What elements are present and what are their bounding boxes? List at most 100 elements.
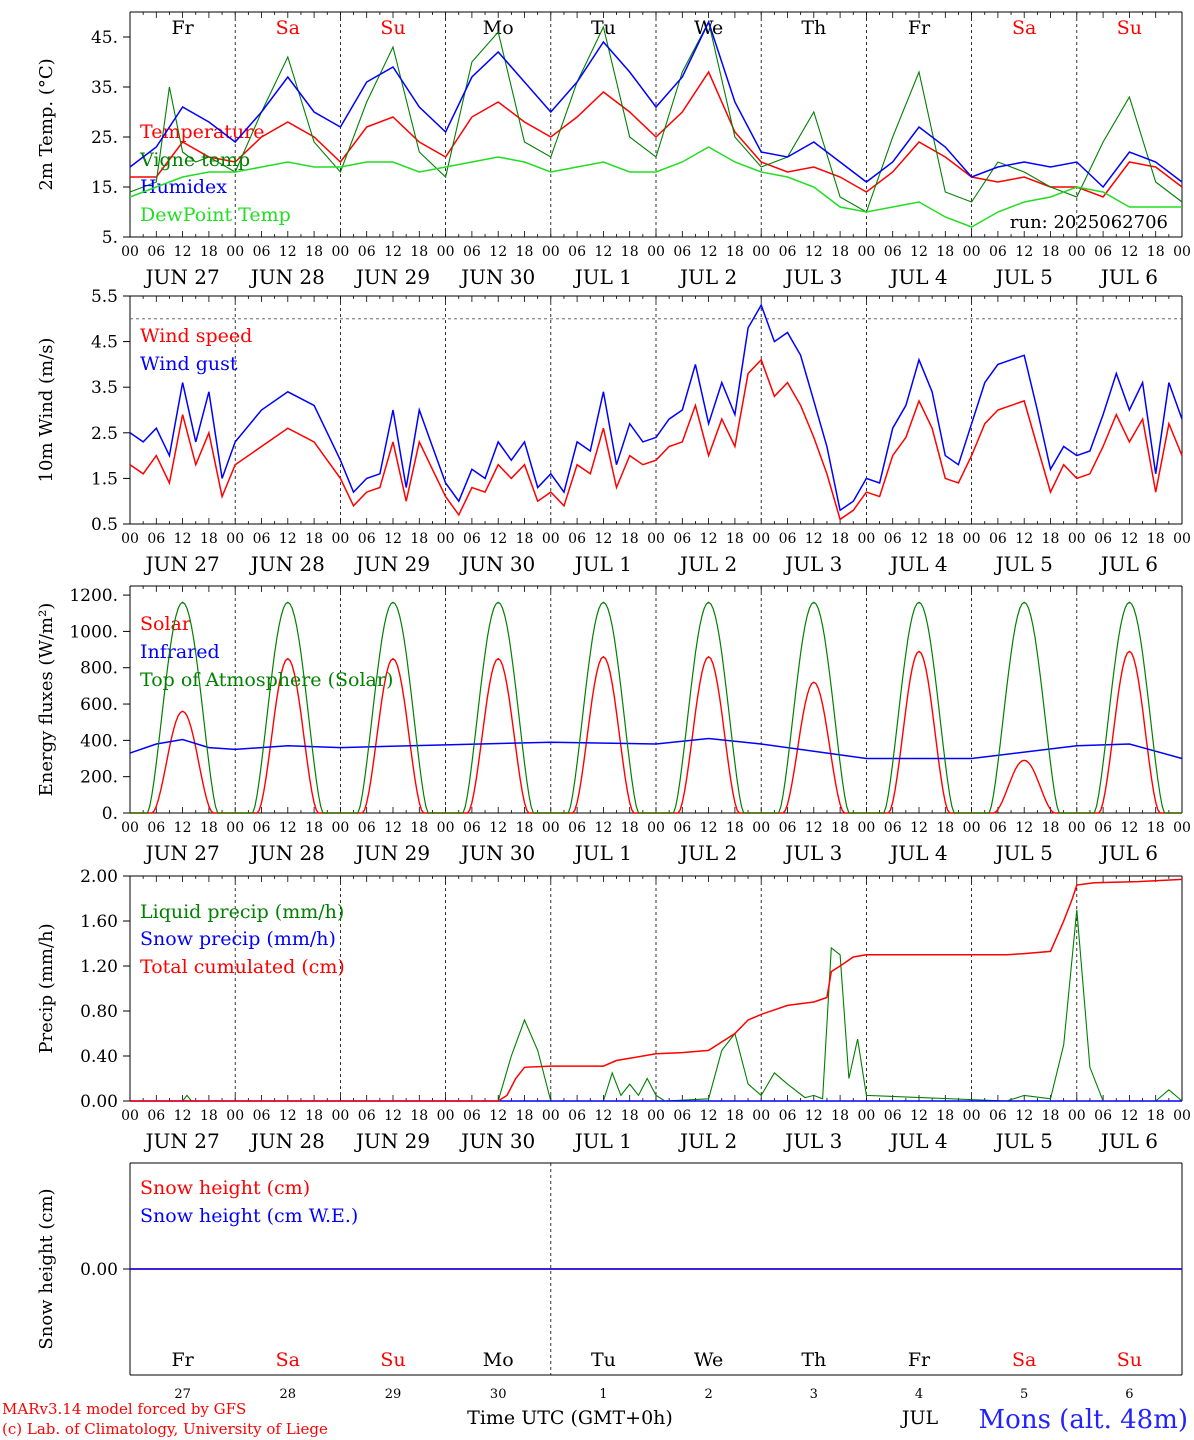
weekday-label: Su [1117,17,1142,39]
x-hour-label: 18 [200,1108,218,1124]
x-hour-label: 12 [805,244,823,260]
y-axis-label: Energy fluxes (W/m²) [36,603,57,797]
x-hour-label: 12 [279,1108,297,1124]
x-hour-label: 12 [384,531,402,547]
x-hour-label: 06 [463,531,481,547]
x-hour-label: 00 [1173,531,1191,547]
x-hour-label: 06 [358,244,376,260]
y-tick-label: 200. [80,768,118,788]
x-hour-label: 00 [542,1108,560,1124]
y-tick-label: 4.5 [91,333,118,353]
x-hour-label: 00 [647,244,665,260]
x-date-label: JUL 6 [1099,552,1158,576]
x-hour-label: 00 [331,244,349,260]
x-date-label: JUN 28 [249,552,325,576]
series-line [129,737,1183,760]
x-hour-label: 06 [1094,531,1112,547]
x-hour-label: 06 [147,244,165,260]
x-date-label: JUN 30 [459,1129,535,1153]
x-hour-label: 12 [1015,244,1033,260]
x-hour-label: 18 [200,531,218,547]
x-date-label: JUN 27 [144,841,220,865]
x-hour-label: 00 [121,1108,139,1124]
x-hour-label: 06 [1094,820,1112,836]
x-hour-label: 18 [936,531,954,547]
x-hour-label: 06 [989,244,1007,260]
x-hour-label: 12 [384,1108,402,1124]
x-date-label: JUL 2 [678,1129,737,1153]
y-tick-label: 25. [91,128,118,148]
x-hour-label: 00 [226,531,244,547]
x-hour-label: 00 [121,820,139,836]
x-hour-label: 06 [568,244,586,260]
x-date-label: JUN 29 [354,1129,430,1153]
x-date-label: JUL 1 [573,1129,632,1153]
x-hour-label: 00 [437,820,455,836]
x-date-label: JUL 3 [783,552,842,576]
day-number: 5 [1020,1387,1028,1402]
x-hour-label: 06 [358,820,376,836]
run-label: run: 2025062706 [1010,212,1168,233]
x-hour-label: 18 [516,531,534,547]
x-date-label: JUL 2 [678,841,737,865]
y-tick-label: 0.40 [80,1047,118,1067]
station-name: Mons (alt. 48m) [979,1405,1188,1435]
y-axis-label: 2m Temp. (°C) [36,58,57,190]
x-hour-label: 00 [752,531,770,547]
x-hour-label: 06 [673,1108,691,1124]
x-hour-label: 12 [700,531,718,547]
x-hour-label: 12 [174,820,192,836]
series-line [130,909,1183,1102]
x-hour-label: 00 [331,820,349,836]
y-tick-label: 0.5 [91,515,118,535]
series-infrared [129,737,1183,760]
x-hour-label: 00 [1068,820,1086,836]
x-hour-label: 12 [384,244,402,260]
x-hour-label: 12 [594,244,612,260]
x-hour-label: 12 [174,1108,192,1124]
x-hour-label: 00 [857,531,875,547]
x-hour-label: 06 [989,531,1007,547]
x-hour-label: 18 [410,244,428,260]
legend-entry: Snow height (cm W.E.) [140,1205,358,1227]
x-hour-label: 00 [647,531,665,547]
y-axis-label: 10m Wind (m/s) [36,338,57,483]
x-hour-label: 18 [305,820,323,836]
y-tick-label: 15. [91,178,118,198]
x-hour-label: 00 [1173,1108,1191,1124]
legend-entry: Total cumulated (cm) [140,956,345,978]
x-hour-label: 18 [200,244,218,260]
x-hour-label: 00 [963,1108,981,1124]
x-hour-label: 00 [647,1108,665,1124]
x-hour-label: 06 [1094,1108,1112,1124]
x-hour-label: 12 [805,531,823,547]
x-hour-label: 12 [594,531,612,547]
weekday-label: Sa [276,17,300,39]
y-tick-label: 35. [91,78,118,98]
x-date-label: JUN 27 [144,265,220,289]
x-date-label: JUL 3 [783,265,842,289]
x-hour-label: 06 [884,531,902,547]
x-hour-label: 00 [542,531,560,547]
weekday-label: Tu [591,1349,616,1371]
x-hour-label: 00 [963,244,981,260]
day-number: 2 [704,1387,712,1402]
x-date-label: JUL 4 [888,1129,947,1153]
x-hour-label: 12 [910,820,928,836]
x-hour-label: 18 [621,820,639,836]
x-date-label: JUL 5 [994,1129,1053,1153]
x-hour-label: 12 [805,820,823,836]
x-hour-label: 18 [1042,244,1060,260]
model-credit: MARv3.14 model forced by GFS [2,1400,246,1418]
series-total-cumulated-cm- [130,878,1183,1102]
x-hour-label: 18 [621,244,639,260]
x-date-label: JUN 30 [459,265,535,289]
x-hour-label: 06 [568,1108,586,1124]
x-hour-label: 18 [1147,531,1165,547]
y-tick-label: 1200. [69,586,118,606]
weekday-label: Su [1117,1349,1142,1371]
weekday-label: Fr [171,1349,194,1371]
x-hour-label: 18 [936,820,954,836]
x-date-label: JUN 30 [459,552,535,576]
